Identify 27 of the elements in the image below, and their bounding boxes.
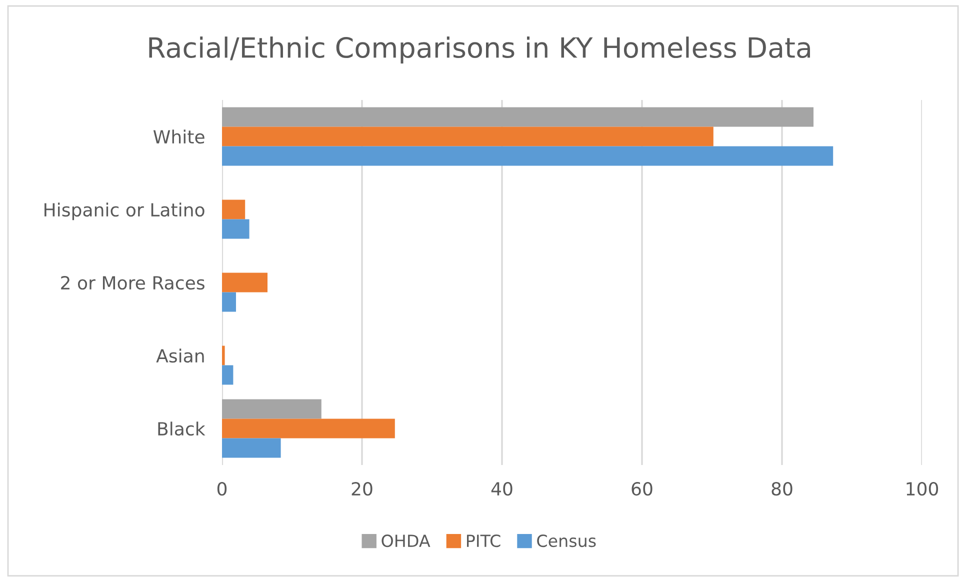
y-tick-label: White xyxy=(153,130,204,144)
x-tick-label: 100 xyxy=(906,482,938,496)
y-tick-label: Black xyxy=(158,422,206,436)
bar xyxy=(222,399,322,419)
y-tick-label: Asian xyxy=(156,348,204,363)
bar xyxy=(222,346,225,366)
y-tick-label: Hispanic or Latino xyxy=(44,202,204,220)
legend-label: Census xyxy=(537,534,596,548)
x-tick-label: 0 xyxy=(217,482,227,496)
x-tick-label: 80 xyxy=(772,482,792,496)
bar xyxy=(222,126,714,146)
y-tick-label: 2 or More Races xyxy=(61,276,204,290)
bar xyxy=(222,292,236,312)
bar xyxy=(222,146,834,166)
bar xyxy=(222,272,268,292)
x-tick-label: 40 xyxy=(491,482,512,496)
bar xyxy=(222,418,395,438)
x-tick-label: 20 xyxy=(352,482,372,496)
bar xyxy=(222,200,246,220)
chart-title: Racial/Ethnic Comparisons in KY Homeless Data xyxy=(149,36,810,64)
bar xyxy=(222,438,281,458)
bar xyxy=(222,107,814,127)
bar xyxy=(222,365,234,385)
bar xyxy=(222,219,250,239)
x-tick-label: 60 xyxy=(632,482,652,496)
legend-label: PITC xyxy=(467,534,500,548)
legend-label: OHDA xyxy=(382,534,430,548)
